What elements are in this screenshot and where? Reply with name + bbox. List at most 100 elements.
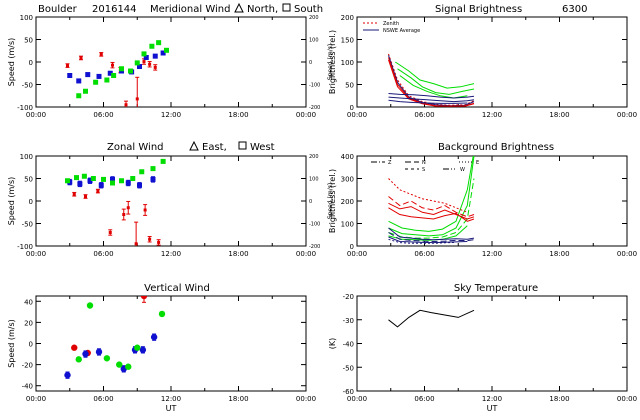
zonal-y2-label: Speed (m/s)	[327, 183, 334, 219]
skytemp-title: Sky Temperature	[454, 283, 538, 294]
green-point	[74, 175, 79, 181]
meridional-y2-tick-label: -100	[309, 83, 320, 89]
blue-point	[110, 176, 115, 182]
legend-label: S	[422, 167, 425, 173]
skytemp-y-tick-label: -60	[343, 388, 354, 396]
red-point	[108, 231, 112, 234]
green-point	[150, 166, 156, 172]
red-point	[157, 240, 161, 244]
navy-2-line	[388, 232, 475, 243]
green-point	[110, 180, 115, 186]
blue-point	[137, 182, 142, 188]
skytemp-y-tick-label: -30	[343, 317, 354, 325]
blue-point	[160, 50, 166, 56]
red-2-line	[388, 59, 475, 107]
zonal-x-tick-label: 00:00	[296, 250, 316, 258]
blue-1-line	[388, 93, 475, 99]
red-1-line	[388, 196, 475, 218]
zonal-frame	[35, 155, 307, 247]
meridional-x-tick-label: 00:00	[296, 111, 316, 119]
site-label: Boulder	[38, 4, 78, 15]
blue-point	[85, 72, 91, 78]
background-x-tick-label: 12:00	[482, 250, 502, 258]
background-frame	[356, 155, 628, 247]
signal-y-label: Brightness (rel.)	[328, 30, 337, 94]
background-panel: 00:00 06:00 12:00 18:00 00:000100200300400Br…	[328, 153, 637, 258]
vertical-title: Vertical Wind	[144, 283, 210, 294]
green-point	[103, 355, 111, 362]
green-point	[104, 77, 110, 83]
signal-title: Signal Brightness	[435, 4, 522, 15]
red-point	[134, 242, 138, 246]
zonal-y2-tick-label: -100	[309, 222, 320, 228]
skytemp-x-tick-label: 18:00	[549, 395, 569, 403]
zonal-y2-tick-label: 100	[309, 177, 319, 183]
zonal-y-tick-label: 50	[24, 176, 33, 184]
sky-temperature-line	[388, 309, 475, 328]
green-point	[156, 40, 162, 46]
background-x-tick-label: 00:00	[617, 250, 637, 258]
skytemp-y-tick-label: -50	[343, 364, 354, 372]
background-y-tick-label: 200	[341, 198, 354, 206]
green-2-line	[397, 68, 475, 95]
vertical-y-tick-label: 20	[24, 319, 33, 327]
blue-point	[76, 78, 82, 84]
blue-point	[87, 178, 93, 184]
green-point	[134, 60, 140, 66]
signal-x-tick-label: 00:00	[617, 111, 637, 119]
red-3-line	[388, 207, 475, 222]
signal-y-tick-label: 200	[341, 14, 354, 22]
meridional-y-tick-label: 0	[29, 59, 33, 67]
navy-4-line	[388, 238, 457, 244]
skytemp-x-tick-label: 06:00	[414, 395, 434, 403]
meridional-y-label: Speed (m/s)	[7, 38, 16, 87]
blue-point	[125, 180, 131, 186]
zonal-y2-tick-label: 0	[309, 199, 312, 205]
meridional-y-tick-label: -100	[17, 104, 33, 112]
background-plot-area	[388, 156, 475, 244]
red-point	[71, 344, 78, 351]
red-point	[79, 56, 83, 60]
date-code: 2016144	[92, 4, 137, 15]
background-x-tick-label: 18:00	[549, 250, 569, 258]
red-point	[66, 64, 69, 68]
green-point	[101, 176, 106, 182]
red-point	[148, 237, 152, 241]
skytemp-plot-area	[388, 309, 475, 328]
red-point	[135, 97, 139, 101]
meridional-y-tick-label: 100	[20, 14, 33, 22]
blue-point	[139, 346, 147, 354]
vertical-x-label: UT	[166, 404, 177, 413]
signal-title-code: 6300	[562, 4, 587, 15]
skytemp-x-tick-label: 00:00	[347, 395, 367, 403]
meridional-y-tick-label: 50	[24, 37, 33, 45]
vertical-panel: 00:00 06:00 12:00 18:00 00:00 -40 -20 0 20 40 Spee…	[7, 295, 316, 413]
vertical-x-tick-label: 12:00	[161, 395, 181, 403]
red-point	[122, 213, 126, 216]
signal-x-tick-label: 06:00	[414, 111, 434, 119]
navy-1-line	[388, 227, 475, 241]
green-point	[160, 158, 166, 164]
meridional-y2-tick-label: 200	[309, 15, 319, 21]
vertical-x-tick-label: 00:00	[296, 395, 316, 403]
blue-point	[152, 53, 158, 59]
green-4-line	[388, 225, 468, 241]
legend-label: Zenith	[383, 21, 399, 27]
background-y-tick-label: 0	[350, 243, 354, 251]
legend-west: West	[250, 142, 275, 153]
zonal-y-tick-label: -50	[22, 221, 33, 229]
green-point	[134, 344, 141, 351]
green-point	[158, 310, 166, 318]
signal-panel: 00:00 06:00 12:00 18:00 00:00050100150200Bri…	[328, 14, 637, 119]
skytemp-frame	[356, 295, 628, 392]
skytemp-panel: 00:00 06:00 12:00 18:00 00:00-60-50-40-30-20…	[328, 293, 637, 413]
skytemp-x-label: UT	[487, 404, 498, 413]
signal-y-tick-label: 100	[341, 59, 354, 67]
blue-point	[77, 181, 83, 187]
square-icon	[282, 3, 291, 12]
red-point	[84, 195, 87, 198]
green-point	[164, 47, 169, 53]
vertical-frame	[35, 295, 307, 392]
legend-label: Z	[388, 160, 392, 166]
green-point	[139, 169, 145, 175]
